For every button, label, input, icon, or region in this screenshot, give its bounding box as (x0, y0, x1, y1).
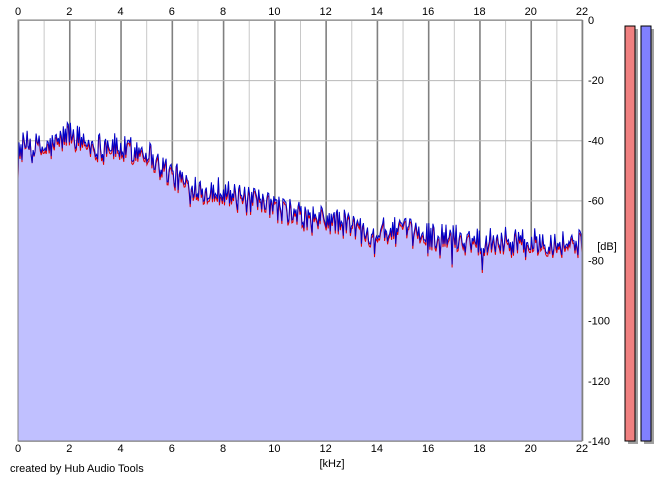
x-tick-bottom-9: 18 (473, 443, 485, 455)
y-tick-1: -20 (588, 75, 604, 87)
y-axis-label: [dB] (597, 241, 617, 253)
x-tick-top-11: 22 (576, 6, 588, 18)
footer-credit: created by Hub Audio Tools (10, 463, 144, 475)
x-axis-label: [kHz] (319, 458, 344, 470)
series-line-1 (17, 120, 583, 271)
tick-labels: 002244668810101212141416161818202022220-… (15, 6, 610, 455)
x-tick-top-7: 14 (371, 6, 383, 18)
x-tick-bottom-10: 20 (525, 443, 537, 455)
y-tick-0: 0 (588, 15, 594, 27)
level-meter-1 (640, 25, 652, 442)
level-meters (624, 25, 654, 445)
x-tick-top-4: 8 (220, 6, 226, 18)
x-tick-top-2: 4 (117, 6, 123, 18)
y-tick-7: -140 (588, 436, 610, 448)
x-tick-top-8: 16 (422, 6, 434, 18)
x-tick-top-9: 18 (473, 6, 485, 18)
x-tick-bottom-11: 22 (576, 443, 588, 455)
plot-frame (17, 19, 583, 442)
x-tick-bottom-1: 2 (66, 443, 72, 455)
x-tick-top-0: 0 (15, 6, 21, 18)
x-tick-bottom-5: 10 (268, 443, 280, 455)
x-tick-top-1: 2 (66, 6, 72, 18)
x-tick-bottom-6: 12 (320, 443, 332, 455)
x-tick-bottom-7: 14 (371, 443, 383, 455)
x-tick-top-3: 6 (169, 6, 175, 18)
x-tick-top-5: 10 (268, 6, 280, 18)
x-tick-bottom-4: 8 (220, 443, 226, 455)
x-tick-bottom-0: 0 (15, 443, 21, 455)
x-tick-bottom-2: 4 (117, 443, 123, 455)
series-layer (17, 120, 583, 274)
y-tick-5: -100 (588, 316, 610, 328)
level-meter-0 (624, 25, 636, 442)
x-tick-bottom-8: 16 (422, 443, 434, 455)
y-tick-6: -120 (588, 376, 610, 388)
x-tick-top-6: 12 (320, 6, 332, 18)
y-tick-3: -60 (588, 195, 604, 207)
x-tick-top-10: 20 (525, 6, 537, 18)
x-tick-bottom-3: 6 (169, 443, 175, 455)
y-tick-2: -40 (588, 135, 604, 147)
spectrum-fill-area (18, 122, 582, 441)
y-tick-4: -80 (588, 256, 604, 268)
